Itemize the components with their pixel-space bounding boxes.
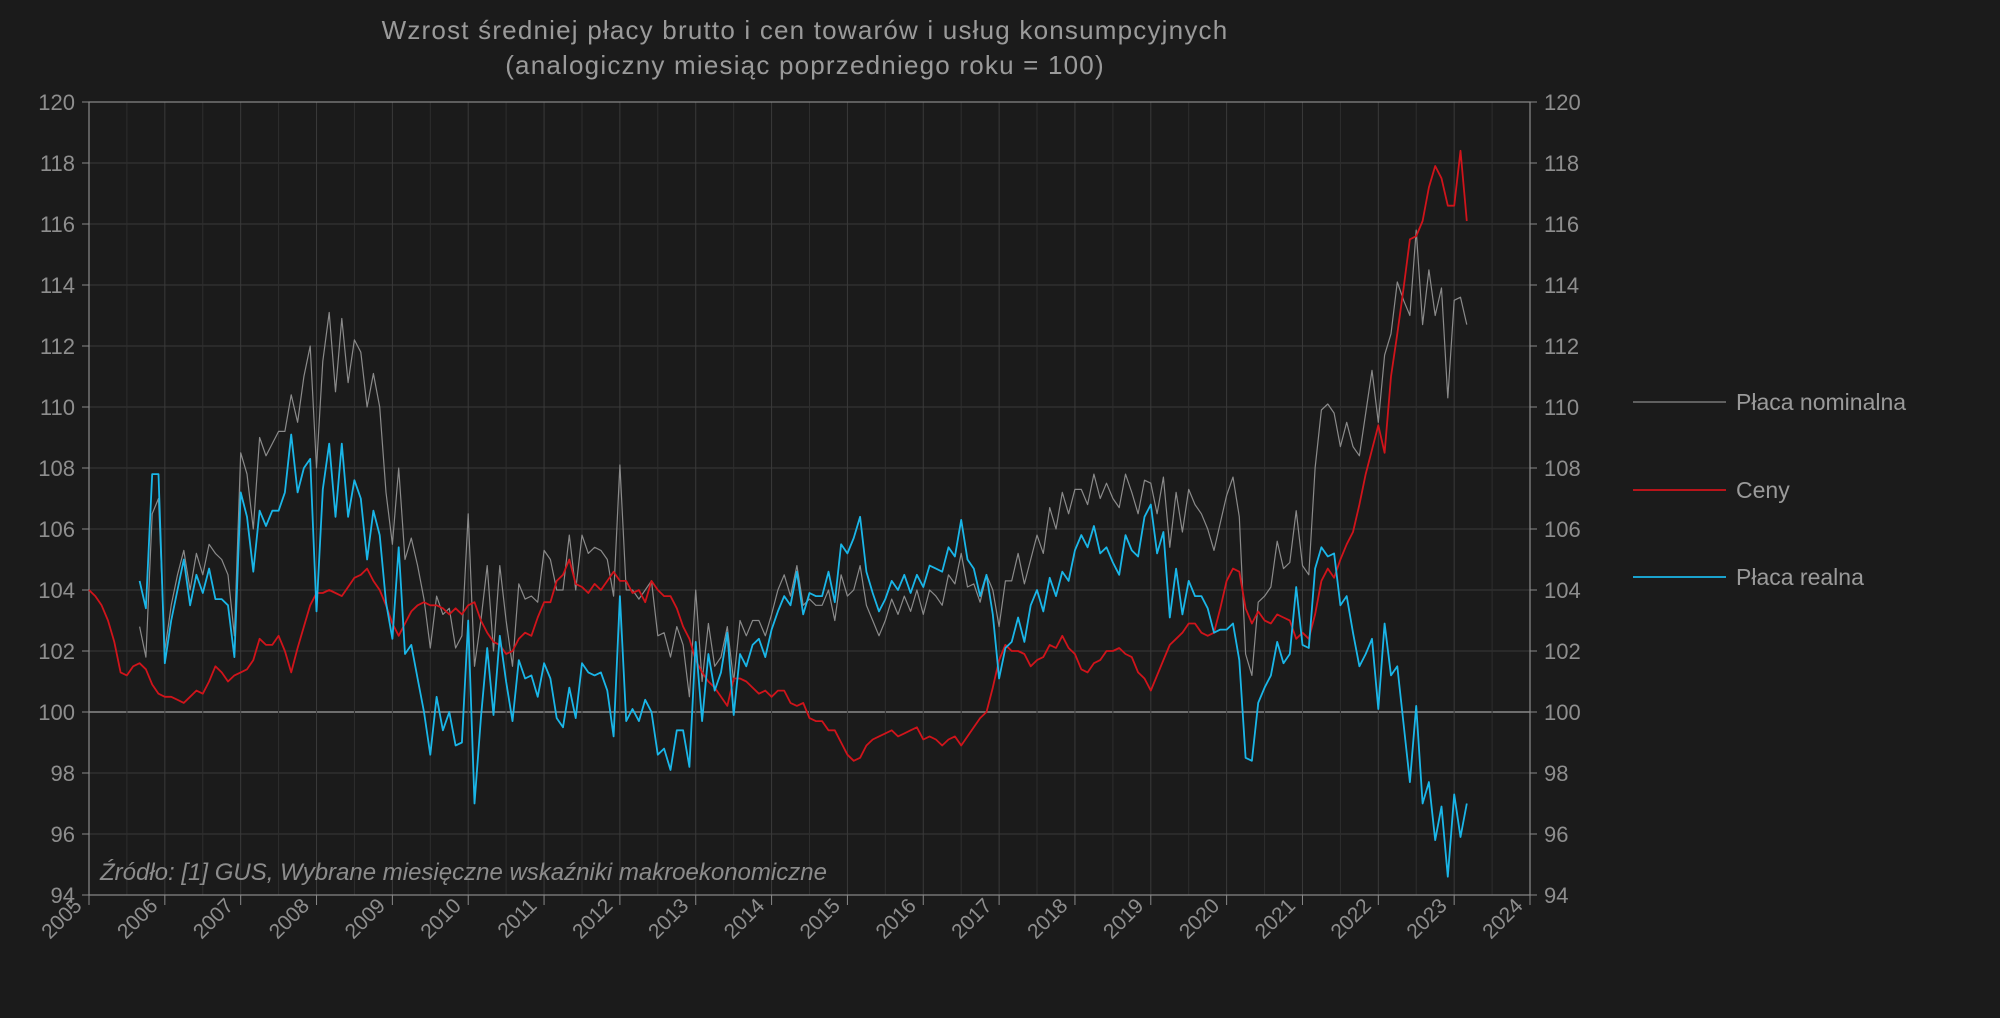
series-line-ceny xyxy=(88,149,1468,762)
y-tick-label-left: 114 xyxy=(40,273,75,298)
y-tick-label-left: 104 xyxy=(38,578,75,603)
y-tick-label-left: 108 xyxy=(38,456,75,481)
y-tick-label-right: 104 xyxy=(1544,578,1581,603)
series-line-placa-nominalna xyxy=(139,229,1468,698)
y-tick-label-left: 98 xyxy=(51,761,75,786)
plot-frame xyxy=(88,101,1531,896)
y-tick-label-left: 120 xyxy=(38,90,75,115)
chart-title-line2: (analogiczny miesiąc poprzedniego roku =… xyxy=(505,50,1105,80)
legend-label: Ceny xyxy=(1736,477,1790,503)
y-tick-label-right: 98 xyxy=(1544,761,1568,786)
y-tick-label-left: 106 xyxy=(38,517,75,542)
y-tick-label-right: 102 xyxy=(1544,639,1581,664)
y-tick-label-right: 100 xyxy=(1544,700,1581,725)
y-tick-label-right: 94 xyxy=(1544,883,1568,908)
legend-item-placa-realna: Płaca realna xyxy=(1633,564,1864,590)
y-tick-label-left: 96 xyxy=(51,822,75,847)
y-tick-label-left: 100 xyxy=(38,700,75,725)
legend-item-ceny: Ceny xyxy=(1633,477,1790,503)
y-tick-label-left: 110 xyxy=(40,395,75,420)
legend-item-placa-nominalna: Płaca nominalna xyxy=(1633,389,1906,415)
y-tick-label-left: 112 xyxy=(40,334,75,359)
y-tick-label-right: 116 xyxy=(1544,212,1579,237)
grid xyxy=(88,101,1531,896)
y-tick-label-left: 118 xyxy=(40,151,75,176)
legend-label: Płaca realna xyxy=(1736,564,1864,590)
y-tick-label-left: 116 xyxy=(40,212,75,237)
chart-title-line1: Wzrost średniej płacy brutto i cen towar… xyxy=(382,15,1229,45)
y-tick-label-right: 96 xyxy=(1544,822,1568,847)
y-tick-label-right: 108 xyxy=(1544,456,1581,481)
source-note: Źródło: [1] GUS, Wybrane miesięczne wska… xyxy=(99,859,827,886)
legend: Płaca nominalna Ceny Płaca realna xyxy=(1633,389,1906,590)
y-tick-label-right: 106 xyxy=(1544,517,1581,542)
y-tick-label-right: 114 xyxy=(1544,273,1579,298)
y-tick-label-left: 94 xyxy=(51,883,75,908)
y-tick-label-right: 120 xyxy=(1544,90,1581,115)
series-lines xyxy=(88,149,1468,878)
y-tick-label-right: 110 xyxy=(1544,395,1579,420)
legend-label: Płaca nominalna xyxy=(1736,389,1906,415)
y-tick-label-right: 112 xyxy=(1544,334,1579,359)
series-line-placa-realna xyxy=(138,433,1468,878)
y-tick-label-left: 102 xyxy=(38,639,75,664)
y-tick-label-right: 118 xyxy=(1544,151,1579,176)
